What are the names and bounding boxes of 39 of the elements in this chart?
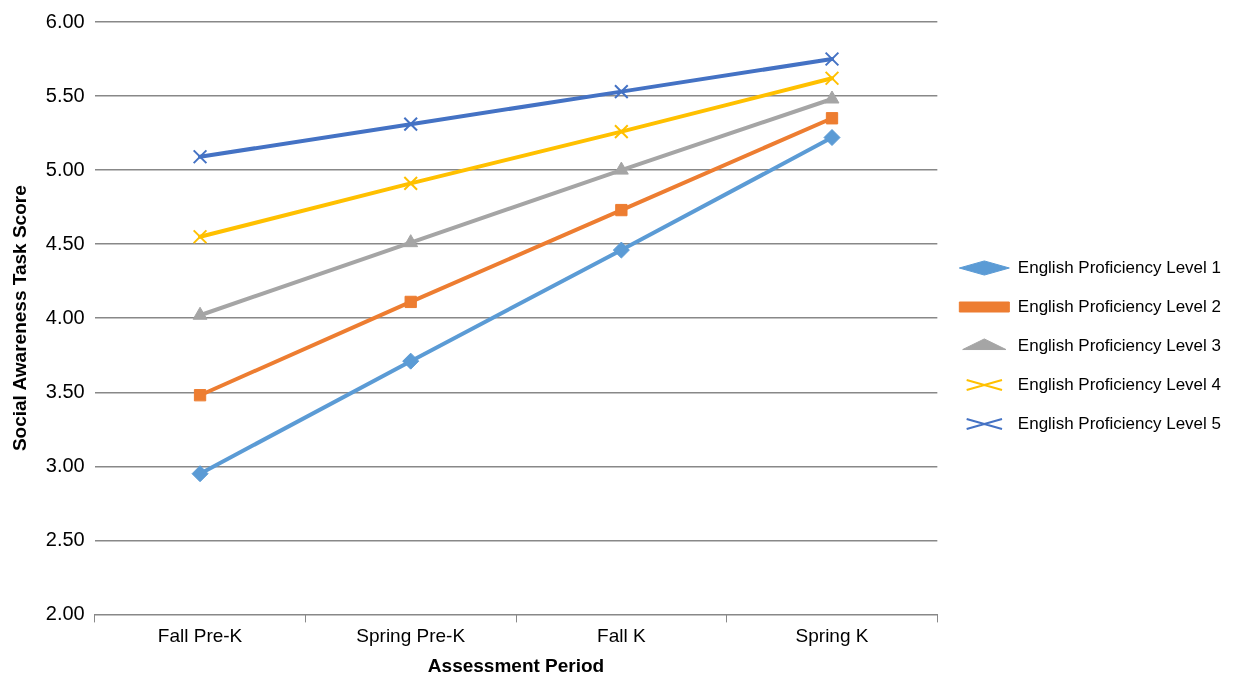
point (191, 465, 209, 483)
x-tick-label: Spring Pre-K (356, 625, 466, 647)
y-axis-title: Social Awareness Task Score (8, 185, 30, 452)
point (614, 84, 629, 99)
legend-label: English Proficiency Level 2 (1017, 296, 1222, 316)
x-tick-label: Spring K (795, 625, 869, 647)
point (824, 51, 840, 67)
legend-label: English Proficiency Level 5 (1017, 413, 1222, 433)
y-tick-label: 3.00 (45, 453, 85, 476)
y-tick-label: 6.00 (45, 9, 85, 32)
point (612, 241, 630, 259)
x-tick-label: Fall Pre-K (157, 625, 243, 647)
point (823, 129, 841, 147)
y-tick-label: 2.50 (45, 527, 85, 550)
point (404, 295, 417, 309)
y-tick-label: 4.50 (45, 231, 85, 254)
y-tick-label: 2.00 (45, 601, 85, 624)
y-tick-label: 3.50 (45, 379, 85, 402)
point (615, 203, 628, 217)
point (614, 124, 629, 139)
legend-label: English Proficiency Level 4 (1017, 374, 1222, 394)
point (192, 229, 208, 245)
point (824, 70, 840, 86)
y-tick-label: 5.00 (45, 157, 85, 180)
legend-label: English Proficiency Level 1 (1017, 257, 1222, 277)
point (192, 149, 208, 165)
y-tick-label: 5.50 (45, 83, 85, 106)
x-axis-title: Assessment Period (427, 654, 605, 676)
x-tick-label: Fall K (597, 625, 646, 647)
point (403, 234, 419, 248)
point (613, 161, 629, 175)
point (403, 176, 419, 191)
y-tick-label: 4.00 (45, 305, 85, 328)
point (193, 389, 207, 402)
point (824, 90, 840, 104)
point (402, 352, 420, 370)
point (403, 116, 419, 132)
legend-label: English Proficiency Level 3 (1017, 335, 1222, 355)
point (825, 112, 839, 125)
